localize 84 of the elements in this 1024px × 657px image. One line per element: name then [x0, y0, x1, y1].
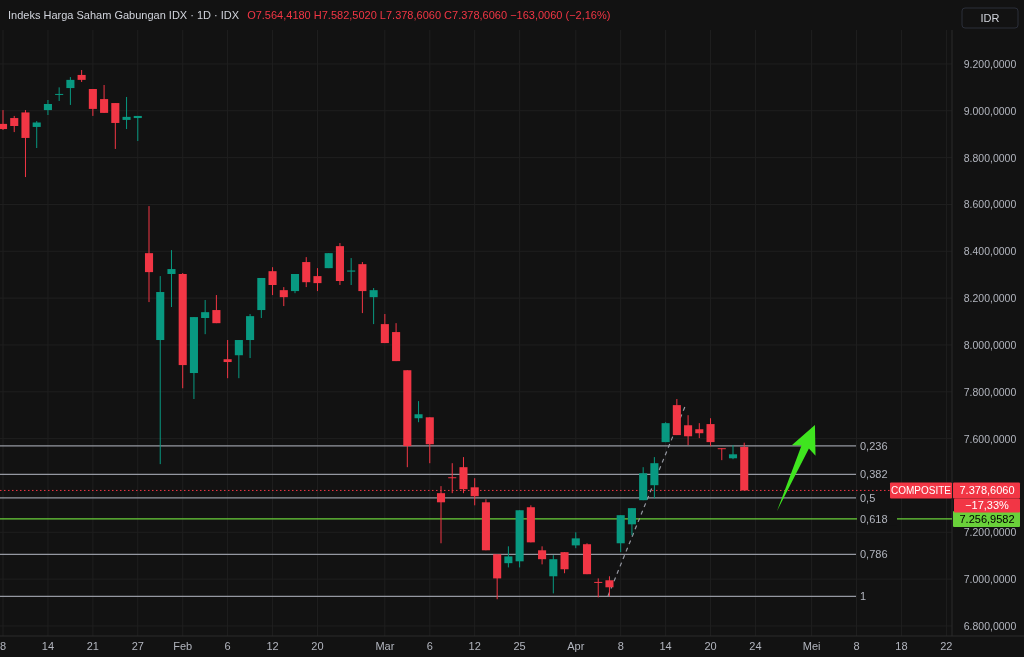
- candlestick: [201, 299, 210, 335]
- candlestick: [605, 575, 614, 597]
- candlestick: [223, 339, 232, 379]
- candlestick: [133, 115, 142, 142]
- candlestick: [88, 88, 97, 117]
- candlestick: [594, 577, 603, 598]
- candlestick: [549, 554, 558, 594]
- x-tick-label: Mei: [802, 640, 821, 652]
- x-tick-label: 14: [41, 640, 55, 652]
- x-tick-label: 12: [468, 640, 481, 652]
- candlestick: [560, 551, 569, 574]
- annotation: 0,236: [860, 439, 888, 452]
- y-tick-label: 8.600,0000: [963, 198, 1017, 211]
- x-tick-label: 8: [617, 640, 624, 652]
- x-tick-label: 24: [749, 640, 762, 652]
- candlestick: [167, 249, 176, 308]
- x-tick-label: 20: [704, 640, 717, 652]
- x-tick-label: 8: [0, 640, 7, 652]
- x-tick-label: 8: [853, 640, 860, 652]
- candlestick: [268, 266, 277, 296]
- y-tick-label: 8.400,0000: [963, 245, 1017, 258]
- x-tick-label: 12: [266, 640, 279, 652]
- y-tick-label: 8.200,0000: [963, 292, 1017, 305]
- candlestick: [706, 417, 715, 447]
- candlestick: [313, 267, 322, 292]
- annotation: 0,382: [860, 468, 888, 481]
- y-tick-label: 8.000,0000: [963, 338, 1017, 351]
- candlestick: [43, 99, 52, 116]
- candlestick: [279, 286, 288, 307]
- candlestick: [650, 456, 659, 499]
- annotation: 0,786: [860, 548, 888, 561]
- annotation: 0,618: [860, 512, 888, 525]
- candlestick: [66, 76, 75, 106]
- x-tick-label: 6: [224, 640, 231, 652]
- ref-line-label: 7.378,6060: [959, 484, 1015, 497]
- x-tick-label: 21: [86, 640, 99, 652]
- x-tick-label: 27: [131, 640, 144, 652]
- candlestick: [55, 86, 64, 102]
- x-tick-label: 6: [426, 640, 433, 652]
- candlestick: [684, 414, 693, 446]
- candlestick: [538, 545, 547, 565]
- x-tick-label: Apr: [567, 640, 585, 652]
- candlestick: [369, 287, 378, 325]
- x-tick-label: 18: [895, 640, 908, 652]
- y-tick-label: 6.800,0000: [963, 619, 1017, 632]
- candlestick: [234, 339, 243, 379]
- ref-line-label: 7.256,9582: [959, 512, 1015, 525]
- candlestick: [436, 485, 446, 544]
- y-tick-label: 7.600,0000: [963, 432, 1017, 445]
- candlestick: [32, 120, 41, 149]
- candlestick: [144, 205, 154, 303]
- annotation: 1: [860, 590, 867, 603]
- chart-subtitle: O7.564,4180 H7.582,5020 L7.378,6060 C7.378,6060 −163,0060 (−2,16%): [247, 9, 611, 21]
- candlestick: [504, 545, 513, 568]
- annotation: 0,5: [860, 491, 876, 504]
- y-tick-label: 9.200,0000: [963, 57, 1017, 70]
- y-tick-label: 7.200,0000: [963, 526, 1017, 539]
- y-tick-label: 8.800,0000: [963, 151, 1017, 164]
- y-tick-label: 7.000,0000: [963, 573, 1017, 586]
- x-tick-label: 20: [311, 640, 324, 652]
- x-tick-label: 25: [513, 640, 526, 652]
- candlestick: [122, 96, 131, 130]
- y-tick-label: 7.800,0000: [963, 385, 1017, 398]
- candlestick: [414, 400, 423, 423]
- annotation: COMPOSITE: [890, 485, 952, 497]
- candlestick: [0, 109, 8, 131]
- candlestick: [111, 102, 120, 150]
- candlestick: [627, 507, 636, 536]
- candlestick: [717, 447, 726, 461]
- text: IDR: [980, 12, 1000, 24]
- chart-title: Indeks Harga Saham Gabungan IDX · 1D · IDX: [8, 9, 240, 21]
- text: −17,33%: [965, 499, 1010, 512]
- candlestick: [212, 294, 221, 324]
- candlestick: [380, 313, 389, 344]
- x-tick-label: 14: [659, 640, 672, 652]
- y-tick-label: 9.000,0000: [963, 104, 1017, 117]
- x-tick-label: Mar: [375, 640, 395, 652]
- candlestick: [100, 84, 109, 114]
- candlestick: [302, 256, 311, 288]
- candlestick: [246, 313, 255, 359]
- x-tick-label: Feb: [173, 640, 193, 652]
- candlestick: [728, 444, 738, 460]
- x-tick-label: 22: [940, 640, 953, 652]
- candlestick: [347, 257, 356, 286]
